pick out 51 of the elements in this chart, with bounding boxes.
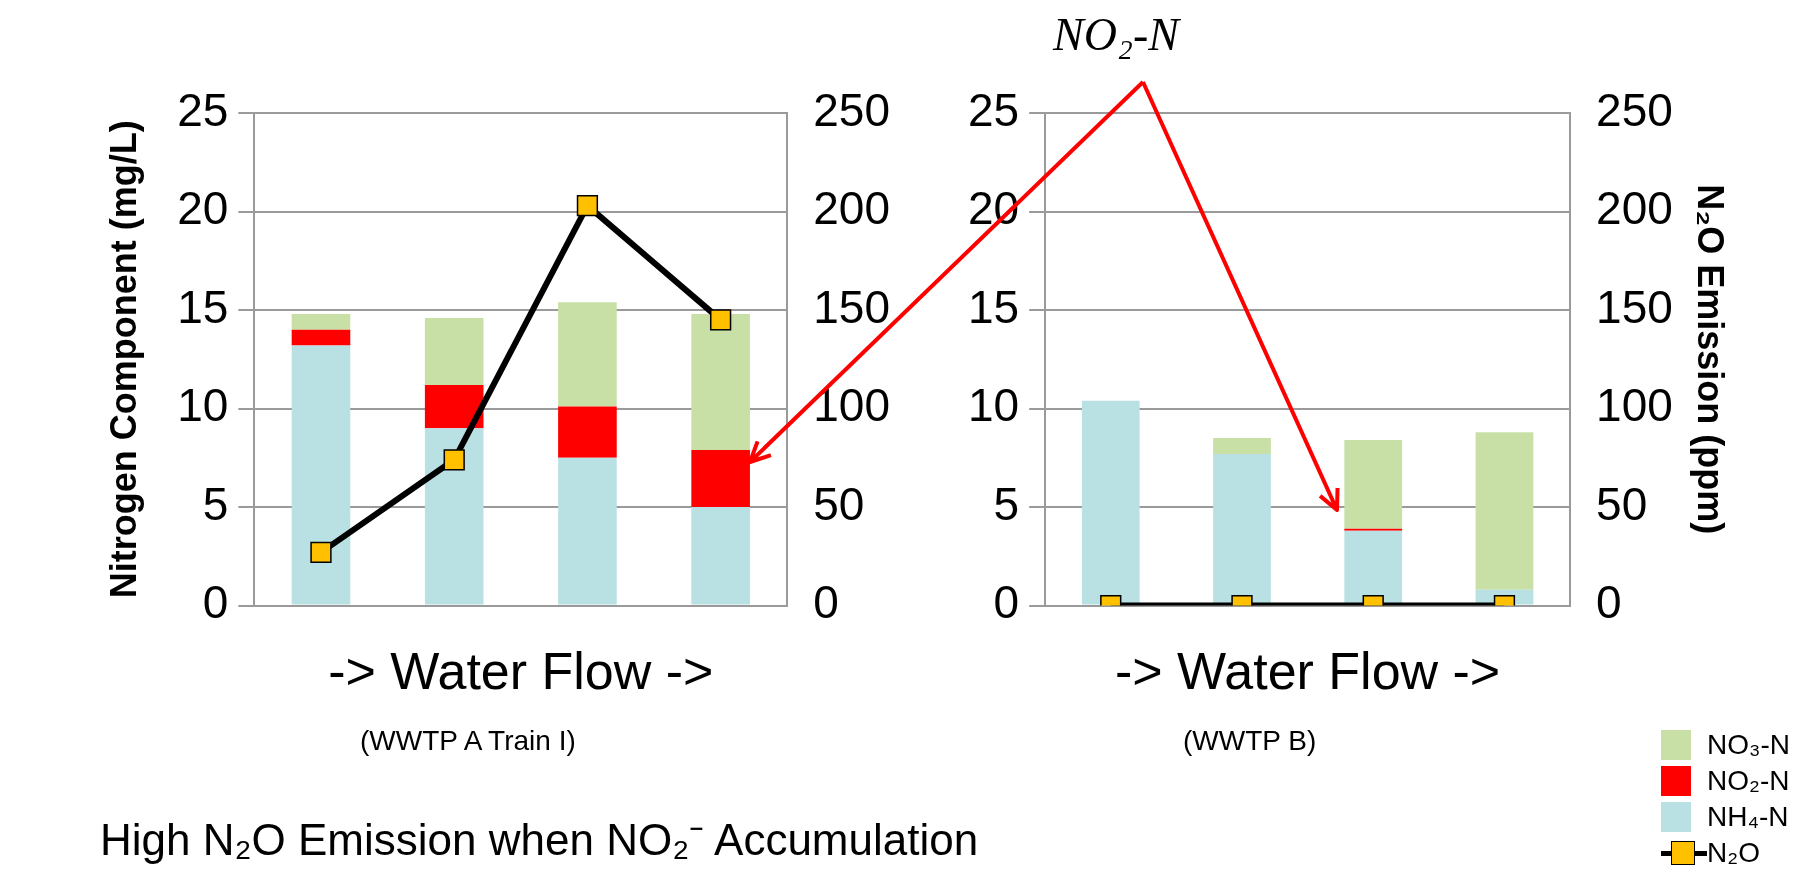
y2-tick-label: 150 [813, 280, 890, 333]
y2-tick-label: 250 [813, 83, 890, 136]
y-tick-label: 25 [967, 83, 1020, 136]
text: High N₂O Emission when NO₂⁻ Accumulation [100, 814, 979, 866]
y2-tick-label: 50 [1596, 477, 1648, 530]
text: NO₂-N [1053, 8, 1179, 61]
bar [691, 313, 750, 450]
text: (WWTP A Train I) [360, 725, 576, 757]
legend-label: NO₂-N [1707, 764, 1790, 798]
y2-axis-title: N₂O Emission (ppm) [1690, 184, 1732, 535]
y-tick-label: 10 [177, 379, 229, 432]
y2-tick-label: 200 [1596, 182, 1673, 235]
y-tick-label: 0 [993, 576, 1020, 629]
bar [691, 507, 750, 605]
x-axis-title: -> Water Flow -> [1114, 642, 1501, 701]
y-tick-label: 0 [202, 576, 229, 629]
y2-tick-label: 150 [1596, 280, 1673, 333]
bar [691, 449, 750, 508]
bar [424, 317, 484, 385]
legend-label: N₂O [1707, 836, 1760, 870]
y2-tick-label: 100 [1596, 379, 1673, 432]
y-axis-title: Nitrogen Component (mg/L) [102, 120, 144, 599]
y2-tick-label: 100 [813, 379, 890, 432]
bar [424, 384, 484, 429]
y2-tick-label: 250 [1596, 83, 1673, 136]
bar [558, 457, 617, 605]
point [310, 541, 332, 564]
y-tick-label: 5 [202, 477, 229, 530]
point [443, 449, 465, 471]
bar [424, 428, 484, 605]
legend-label: NH₄-N [1707, 800, 1789, 834]
text: (WWTP B) [1183, 725, 1317, 757]
y-tick-label: 20 [177, 182, 229, 235]
bar [291, 345, 351, 605]
y2-tick-label: 200 [813, 182, 890, 235]
bar [558, 406, 617, 458]
y-tick-label: 10 [967, 379, 1020, 432]
bar [558, 302, 617, 407]
y-tick-label: 15 [177, 280, 229, 333]
point [576, 194, 599, 217]
legend-label: NO₃-N [1707, 728, 1790, 762]
bar [291, 329, 351, 346]
y-tick-label: 15 [967, 280, 1020, 333]
y2-tick-label: 50 [813, 477, 865, 530]
x-axis-title: -> Water Flow -> [328, 642, 714, 701]
point [709, 309, 732, 331]
y2-tick-label: 0 [1596, 576, 1622, 629]
y-tick-label: 25 [177, 83, 229, 136]
y-tick-label: 5 [993, 477, 1020, 530]
bar [291, 313, 351, 330]
y2-tick-label: 0 [813, 576, 839, 629]
